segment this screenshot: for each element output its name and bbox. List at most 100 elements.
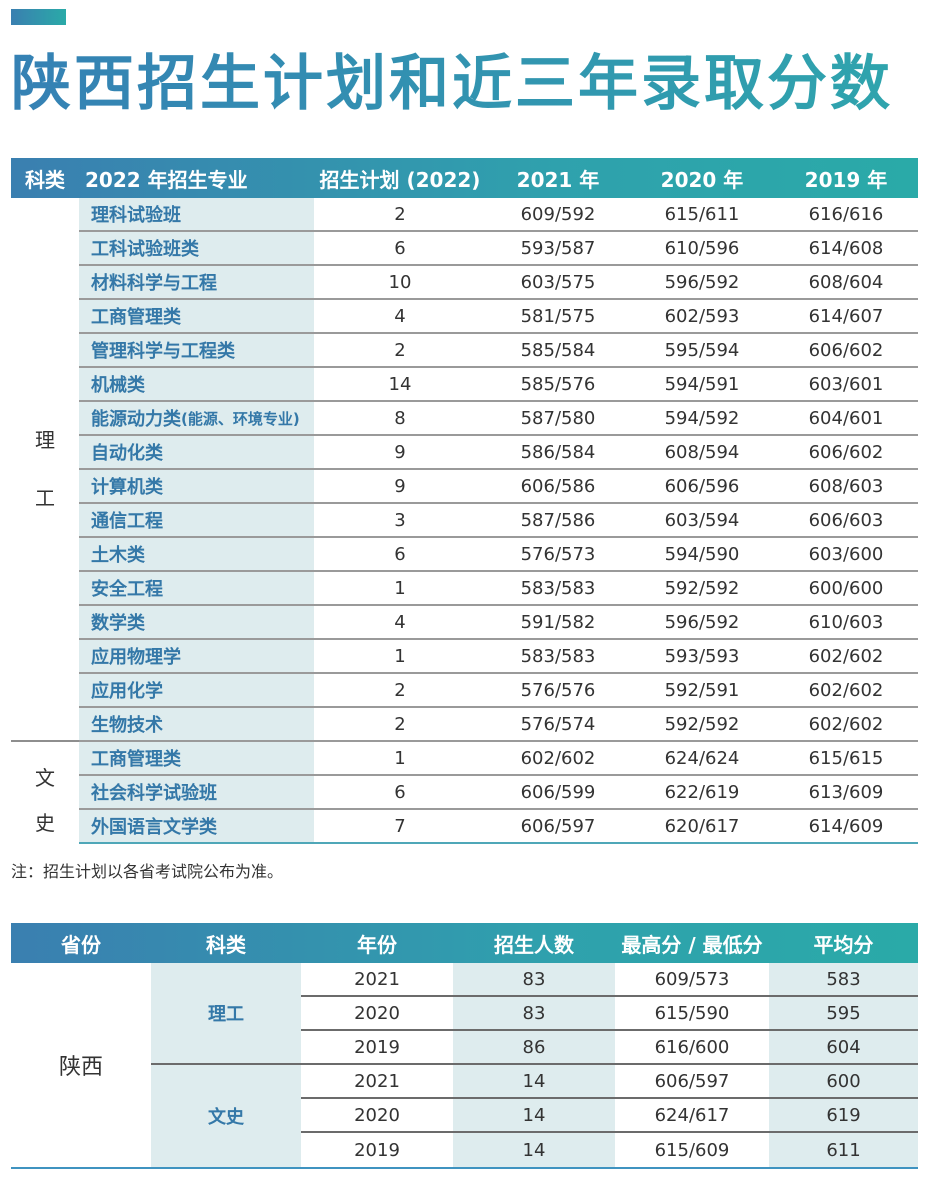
- category-cell-arts: 文史: [151, 1065, 301, 1167]
- plan-count: 10: [388, 271, 412, 293]
- plan-count: 1: [394, 747, 406, 769]
- score-2020: 592/592: [664, 713, 740, 735]
- average-cell: 595: [769, 997, 918, 1029]
- major-name: 生物技术: [79, 708, 314, 740]
- score-2020: 592/591: [664, 679, 740, 701]
- table-row: 能源动力类 (能源、环境专业) 8 587/580 594/592 604/601: [79, 402, 918, 436]
- header-average: 平均分: [813, 932, 874, 957]
- footnote: 注：招生计划以各省考试院公布为准。: [11, 862, 284, 881]
- year-cell: 2020: [354, 1002, 400, 1024]
- year-cell: 2019: [354, 1036, 400, 1058]
- score-2020: 596/592: [664, 611, 740, 633]
- score-2020: 596/592: [664, 271, 740, 293]
- plan-count: 1: [394, 577, 406, 599]
- major-name: 理科试验班: [79, 198, 314, 230]
- table-row: 应用化学 2 576/576 592/591 602/602: [79, 674, 918, 708]
- score-2019: 614/608: [808, 237, 884, 259]
- score-2021: 583/583: [520, 645, 596, 667]
- score-2019: 608/603: [808, 475, 884, 497]
- score-2020: 606/596: [664, 475, 740, 497]
- plan-count: 6: [394, 543, 406, 565]
- score-2020: 592/592: [664, 577, 740, 599]
- admission-plan-table: 科类 2022 年招生专业 招生计划 (2022) 2021 年 2020 年 …: [11, 158, 918, 844]
- table-row: 应用物理学 1 583/583 593/593 602/602: [79, 640, 918, 674]
- plan-count: 2: [394, 713, 406, 735]
- score-2020: 610/596: [664, 237, 740, 259]
- score-2019: 602/602: [808, 645, 884, 667]
- average-cell: 619: [769, 1099, 918, 1131]
- score-2019: 606/602: [808, 441, 884, 463]
- score-2020: 622/619: [664, 781, 740, 803]
- plan-count: 2: [394, 203, 406, 225]
- score-2019: 600/600: [808, 577, 884, 599]
- table-row: 自动化类 9 586/584 608/594 606/602: [79, 436, 918, 470]
- enrolled-cell: 83: [453, 997, 615, 1029]
- table-row: 数学类 4 591/582 596/592 610/603: [79, 606, 918, 640]
- score-2020: 615/611: [664, 203, 740, 225]
- year-cell: 2019: [354, 1139, 400, 1161]
- province-cell: 陕西: [58, 1055, 103, 1080]
- category-cell-science: 理工: [151, 963, 301, 1065]
- score-range-cell: 609/573: [654, 968, 730, 990]
- table-row: 材料科学与工程 10 603/575 596/592 608/604: [79, 266, 918, 300]
- plan-count: 4: [394, 611, 406, 633]
- score-range-cell: 615/590: [654, 1002, 730, 1024]
- title-accent-bar: [11, 9, 66, 25]
- score-2019: 613/609: [808, 781, 884, 803]
- table-header: 科类 2022 年招生专业 招生计划 (2022) 2021 年 2020 年 …: [11, 158, 918, 198]
- major-name: 外国语言文学类: [79, 810, 314, 842]
- score-2021: 586/584: [520, 441, 596, 463]
- major-name: 能源动力类 (能源、环境专业): [79, 402, 314, 434]
- table-row: 计算机类 9 606/586 606/596 608/603: [79, 470, 918, 504]
- score-2021: 576/573: [520, 543, 596, 565]
- score-2019: 604/601: [808, 407, 884, 429]
- score-2021: 606/599: [520, 781, 596, 803]
- enrolled-cell: 86: [453, 1031, 615, 1063]
- score-2019: 610/603: [808, 611, 884, 633]
- plan-count: 9: [394, 441, 406, 463]
- major-name: 管理科学与工程类: [79, 334, 314, 366]
- score-2020: 595/594: [664, 339, 740, 361]
- score-2019: 602/602: [808, 679, 884, 701]
- score-2020: 603/594: [664, 509, 740, 531]
- score-range-cell: 624/617: [654, 1104, 730, 1126]
- average-cell: 611: [769, 1133, 918, 1167]
- header-2020: 2020 年: [660, 167, 744, 192]
- table-row: 2019 86 616/600 604: [301, 1031, 918, 1065]
- major-name: 社会科学试验班: [79, 776, 314, 808]
- score-2019: 614/607: [808, 305, 884, 327]
- major-name: 安全工程: [79, 572, 314, 604]
- plan-count: 3: [394, 509, 406, 531]
- table-row: 2019 14 615/609 611: [301, 1133, 918, 1167]
- plan-count: 4: [394, 305, 406, 327]
- major-name: 数学类: [79, 606, 314, 638]
- table-row: 工商管理类 4 581/575 602/593 614/607: [79, 300, 918, 334]
- table-row: 土木类 6 576/573 594/590 603/600: [79, 538, 918, 572]
- major-name: 土木类: [79, 538, 314, 570]
- score-2019: 616/616: [808, 203, 884, 225]
- score-2020: 602/593: [664, 305, 740, 327]
- plan-count: 2: [394, 339, 406, 361]
- header-2021: 2021 年: [516, 167, 600, 192]
- enrolled-cell: 14: [453, 1133, 615, 1167]
- score-2019: 603/601: [808, 373, 884, 395]
- table-row: 机械类 14 585/576 594/591 603/601: [79, 368, 918, 402]
- average-cell: 604: [769, 1031, 918, 1063]
- score-2019: 606/603: [808, 509, 884, 531]
- score-2021: 603/575: [520, 271, 596, 293]
- score-2019: 608/604: [808, 271, 884, 293]
- plan-count: 9: [394, 475, 406, 497]
- table-row: 工科试验班类 6 593/587 610/596 614/608: [79, 232, 918, 266]
- score-2021: 585/576: [520, 373, 596, 395]
- score-2020: 608/594: [664, 441, 740, 463]
- major-name: 计算机类: [79, 470, 314, 502]
- plan-count: 6: [394, 781, 406, 803]
- plan-count: 6: [394, 237, 406, 259]
- major-name: 通信工程: [79, 504, 314, 536]
- major-name: 工商管理类: [79, 300, 314, 332]
- category-liberal-arts: 文 史: [35, 766, 55, 835]
- score-2020: 593/593: [664, 645, 740, 667]
- page-title: 陕西招生计划和近三年录取分数: [11, 44, 893, 124]
- average-cell: 583: [769, 963, 918, 995]
- category-science-engineering: 理 工: [11, 198, 79, 742]
